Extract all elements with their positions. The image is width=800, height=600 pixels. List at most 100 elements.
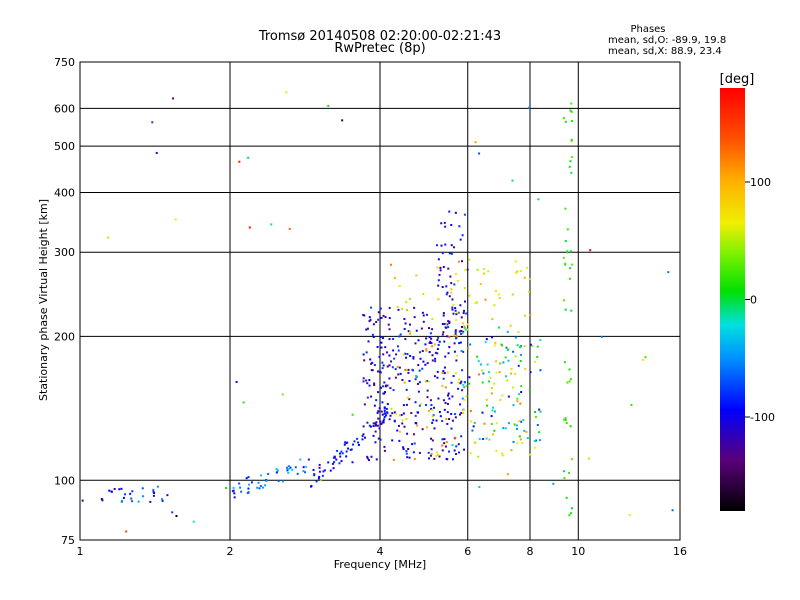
data-point [366,421,369,424]
data-point [152,494,155,497]
data-point [440,244,443,247]
data-point [442,370,445,373]
data-point [512,440,515,443]
data-point [498,371,501,374]
data-point [312,469,315,472]
data-point [491,336,494,339]
data-point [365,379,368,382]
data-point [452,375,455,378]
data-point [361,434,364,437]
data-point [433,427,436,430]
data-point [472,425,475,428]
data-point [484,298,487,301]
data-point [381,401,384,404]
data-point [570,102,573,105]
colorbar-gradient [720,88,745,511]
data-point [518,393,521,396]
data-point [388,354,391,357]
data-point [414,378,417,381]
data-point [490,423,493,426]
data-point [489,376,492,379]
data-point [363,403,366,406]
data-point [352,443,355,446]
data-point [421,311,424,314]
data-point [469,420,472,423]
data-point [399,372,402,375]
data-point [247,156,250,159]
data-point [417,390,420,393]
data-point [321,474,324,477]
data-point [454,436,457,439]
data-point [426,362,429,365]
data-point [486,404,489,407]
data-point [429,454,432,457]
data-point [338,462,341,465]
data-point [389,387,392,390]
data-point [429,332,432,335]
data-point [513,423,516,426]
data-point [490,387,493,390]
data-point [450,224,453,227]
data-point [448,397,451,400]
data-point [434,351,437,354]
data-point [451,458,454,461]
data-point [568,277,571,280]
data-point [232,486,235,489]
data-point [454,272,457,275]
data-point [458,451,461,454]
data-point [462,322,465,325]
data-point [166,494,169,497]
data-point [453,449,456,452]
data-point [361,438,364,441]
data-point [428,341,431,344]
data-point [457,381,460,384]
data-point [460,260,463,263]
data-point [384,346,387,349]
data-point [419,357,422,360]
data-point [248,226,251,229]
data-point [463,398,466,401]
data-point [376,345,379,348]
data-point [441,420,444,423]
data-point [589,249,592,252]
data-point [396,345,399,348]
data-point [447,352,450,355]
data-point [281,393,284,396]
data-point [397,424,400,427]
data-point [444,243,447,246]
data-point [495,371,498,374]
data-point [405,309,408,312]
data-point [396,365,399,368]
data-point [398,335,401,338]
data-point [400,307,403,310]
data-point [383,392,386,395]
data-point [396,305,399,308]
colorbar-tick-label: 0 [750,294,757,307]
data-point [505,346,508,349]
data-point [371,333,374,336]
data-point [477,360,480,363]
data-point [458,225,461,228]
data-point [382,314,385,317]
data-point [569,425,572,428]
data-point [436,370,439,373]
data-point [394,412,397,415]
data-point [493,429,496,432]
data-point [366,457,369,460]
data-point [441,323,444,326]
data-point [388,328,391,331]
data-point [285,91,288,94]
data-point [393,357,396,360]
data-point [529,278,532,281]
data-point [452,334,455,337]
data-point [381,361,384,364]
data-point [455,335,458,338]
data-point [368,424,371,427]
data-point [412,357,415,360]
data-point [519,360,522,363]
data-point [389,414,392,417]
data-point [451,444,454,447]
data-point [261,486,264,489]
data-point [430,342,433,345]
data-point [382,385,385,388]
